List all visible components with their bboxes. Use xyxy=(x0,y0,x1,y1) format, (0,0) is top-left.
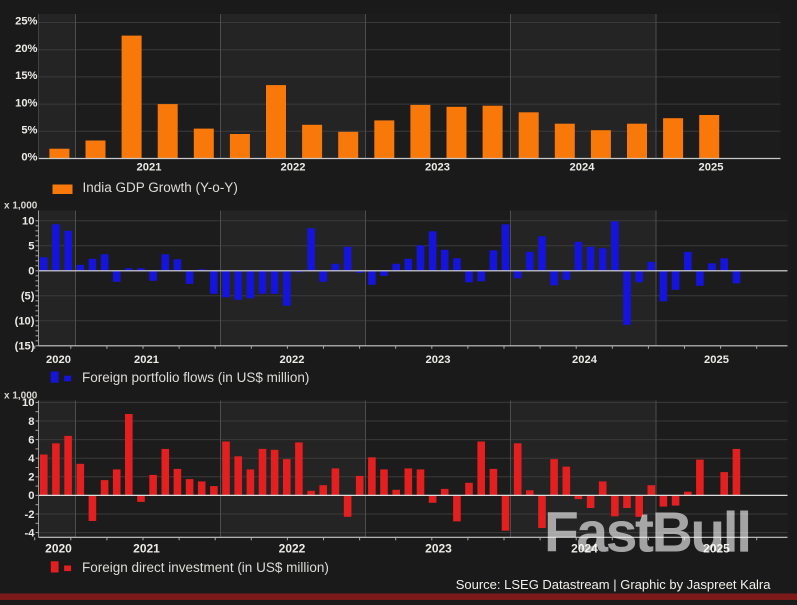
svg-text:20%: 20% xyxy=(15,43,37,55)
svg-text:2020: 2020 xyxy=(46,354,71,366)
svg-text:25%: 25% xyxy=(15,16,37,28)
svg-text:2024: 2024 xyxy=(572,354,598,366)
svg-text:Foreign portfolio flows (in US: Foreign portfolio flows (in US$ million) xyxy=(82,370,309,385)
svg-text:India GDP Growth (Y-o-Y): India GDP Growth (Y-o-Y) xyxy=(83,180,238,195)
svg-text:2025: 2025 xyxy=(699,162,724,174)
svg-text:2024: 2024 xyxy=(570,162,596,174)
svg-text:4: 4 xyxy=(28,453,35,465)
svg-text:15%: 15% xyxy=(15,70,37,82)
svg-text:2022: 2022 xyxy=(281,162,306,174)
svg-text:x 1,000: x 1,000 xyxy=(4,391,38,402)
svg-text:Foreign direct investment (in: Foreign direct investment (in US$ millio… xyxy=(82,560,329,575)
svg-text:0: 0 xyxy=(28,490,34,502)
svg-text:10: 10 xyxy=(22,397,34,409)
svg-text:2021: 2021 xyxy=(137,162,162,174)
svg-text:2025: 2025 xyxy=(703,542,730,556)
svg-text:5: 5 xyxy=(28,241,34,253)
svg-text:10: 10 xyxy=(22,216,34,228)
svg-text:8: 8 xyxy=(28,416,34,428)
svg-text:5%: 5% xyxy=(21,125,37,137)
svg-text:2023: 2023 xyxy=(425,542,452,556)
svg-text:(10): (10) xyxy=(15,316,35,328)
svg-text:6: 6 xyxy=(28,434,34,446)
svg-text:2025: 2025 xyxy=(704,354,729,366)
svg-text:-4: -4 xyxy=(25,527,36,539)
svg-text:2021: 2021 xyxy=(133,542,160,556)
svg-text:Source: LSEG Datastream | Grap: Source: LSEG Datastream | Graphic by Jas… xyxy=(456,577,772,592)
svg-text:FastBull: FastBull xyxy=(544,501,750,565)
svg-text:(5): (5) xyxy=(21,291,35,303)
svg-text:2023: 2023 xyxy=(426,354,451,366)
svg-text:2023: 2023 xyxy=(425,162,450,174)
svg-text:10%: 10% xyxy=(15,97,37,109)
svg-text:2021: 2021 xyxy=(134,354,159,366)
svg-text:0%: 0% xyxy=(21,152,37,164)
svg-text:2022: 2022 xyxy=(279,542,306,556)
svg-text:2: 2 xyxy=(28,472,34,484)
svg-text:x 1,000: x 1,000 xyxy=(4,201,38,212)
svg-text:2024: 2024 xyxy=(571,542,598,556)
svg-text:2022: 2022 xyxy=(280,354,305,366)
svg-text:0: 0 xyxy=(28,266,34,278)
svg-text:-2: -2 xyxy=(25,509,35,521)
svg-text:(15): (15) xyxy=(15,341,35,353)
svg-text:2020: 2020 xyxy=(45,542,72,556)
